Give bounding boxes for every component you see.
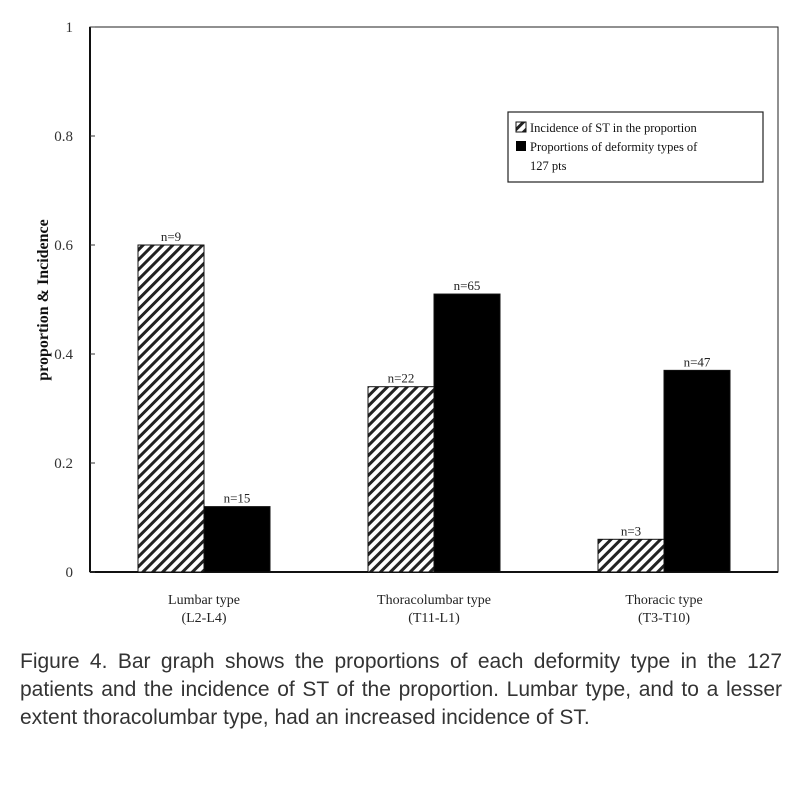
category-label: Thoracic type [625,593,702,608]
category-sublabel: (T3-T10) [638,611,690,626]
figure-caption: Figure 4. Bar graph shows the proportion… [20,650,782,729]
bar-proportion-1 [433,293,501,573]
category-label: Thoracolumbar type [377,593,491,608]
bar-chart: 0 0.2 0.4 0.6 0.8 1 n=9 n=15 n=22 n=65 n=3 n=47 Lu… [35,20,779,626]
bar-incidence-0 [137,244,205,573]
y-tick-label: 0.6 [54,238,73,254]
bar-proportion-2 [663,369,731,573]
bar-n-label: n=47 [684,354,711,369]
category-sublabel: (L2-L4) [181,611,226,626]
legend-label-proportion-line2: 127 pts [530,159,567,173]
bar-incidence-1 [367,386,435,573]
y-tick-label: 0.8 [54,129,73,145]
y-tick-label: 0.4 [54,347,73,363]
legend-swatch-solid [516,141,526,151]
bar-n-label: n=65 [454,278,481,293]
y-tick-label: 1 [66,20,74,36]
legend-label-proportion: Proportions of deformity types of [530,140,698,154]
y-tick-label: 0.2 [54,456,73,472]
category-sublabel: (T11-L1) [408,611,460,626]
y-tick-label: 0 [66,565,74,581]
bar-n-label: n=15 [224,491,251,506]
bar-n-label: n=22 [388,371,415,386]
legend-label-incidence: Incidence of ST in the proportion [530,121,697,135]
y-axis-label: proportion & Incidence [35,219,52,380]
legend-swatch-hatched [515,121,527,133]
legend: Incidence of ST in the proportion Propor… [507,111,764,183]
bar-n-label: n=3 [621,523,641,538]
bar-proportion-0 [203,506,271,573]
bar-n-label: n=9 [161,229,181,244]
bar-incidence-2 [597,538,665,573]
category-label: Lumbar type [168,593,240,608]
